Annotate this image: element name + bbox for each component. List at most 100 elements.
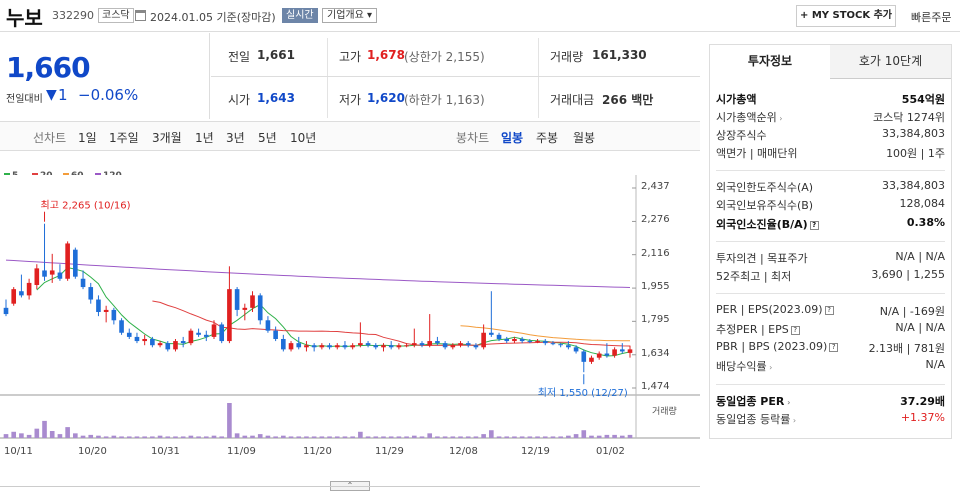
volume-bar [227, 403, 232, 438]
y-tick-label: 1,955 [641, 281, 670, 293]
add-my-stock-button[interactable]: + MY STOCK 추가 [796, 5, 896, 27]
y-tick-label: 2,116 [641, 247, 670, 259]
candle-body [227, 289, 232, 342]
y-tick-label: 1,474 [641, 381, 670, 392]
candle-chart-label[interactable]: 봉차트 [456, 131, 490, 145]
volume-bar [57, 434, 63, 438]
open-value: 1,643 [257, 91, 295, 105]
candle-body [458, 343, 463, 346]
price-chart[interactable]: 최고 2,265 (10/16) 최저 1,550 (12/27) [0, 175, 700, 470]
volume-bar [365, 436, 371, 438]
volume-bar [281, 435, 286, 438]
range-1y[interactable]: 1년 [195, 131, 214, 145]
volume-bar [512, 436, 517, 438]
help-icon[interactable]: ? [790, 325, 800, 335]
low-value: 1,620 [367, 91, 405, 105]
volume-bar [11, 431, 17, 438]
down-arrow-icon: ▼ [46, 87, 57, 103]
info-row-value: 33,384,803 [882, 127, 945, 140]
candle-body [319, 345, 325, 348]
caret-icon: › [766, 363, 773, 372]
candle-body [327, 345, 332, 348]
y-tick-label: 2,437 [641, 181, 670, 192]
volume-bar [334, 436, 340, 438]
range-3m[interactable]: 3개월 [152, 131, 182, 145]
x-tick-label: 12/19 [521, 446, 550, 457]
info-row-value: 코스닥 1274위 [873, 111, 945, 124]
line-chart-label[interactable]: 선차트 [33, 131, 67, 145]
candle-body [435, 341, 440, 344]
realtime-button[interactable]: 실시간 [282, 8, 318, 23]
candle-body [96, 299, 101, 312]
candle-body [19, 291, 24, 296]
amount-label: 거래대금 [550, 93, 595, 107]
candle-body [273, 330, 278, 339]
range-1d[interactable]: 1일 [78, 131, 97, 145]
volume-bar [504, 436, 510, 438]
volume-bar [373, 436, 379, 438]
period-weekly[interactable]: 주봉 [536, 131, 559, 145]
candle-body [296, 343, 302, 348]
chart-background [0, 175, 700, 470]
ma20-line [152, 300, 631, 347]
candle-body [334, 345, 340, 348]
info-row-value: 3,690 | 1,255 [871, 268, 945, 281]
candle-body [350, 345, 355, 348]
help-icon[interactable]: ? [824, 305, 834, 315]
help-icon[interactable]: ? [809, 220, 819, 230]
candle-body [234, 289, 240, 310]
volume-bar [304, 436, 309, 438]
volume-bar [211, 435, 217, 438]
info-row-value: 0.38% [906, 216, 945, 229]
volume-bar [550, 436, 556, 438]
volume-bar [573, 434, 579, 438]
candle-body [573, 347, 579, 352]
x-tick-label: 12/08 [449, 446, 478, 457]
low-annotation: 최저 1,550 (12/27) [538, 387, 628, 399]
volume-bar [188, 435, 194, 438]
volume-bar [619, 435, 625, 438]
volume-bar [450, 436, 456, 438]
candle-body [157, 343, 163, 346]
info-row: 상장주식수 33,384,803 [716, 127, 945, 145]
candle-body [512, 338, 517, 342]
volume-bar [96, 435, 101, 438]
tab-orderbook[interactable]: 호가 10단계 [830, 45, 951, 79]
candle-body [288, 343, 294, 350]
info-row-label: PBR | BPS (2023.09)? [716, 340, 839, 353]
volume-bar [589, 435, 594, 438]
info-row: PER | EPS(2023.09)? N/A | -169원 [716, 303, 945, 321]
info-row-value: 33,384,803 [882, 179, 945, 192]
candle-body [150, 338, 155, 346]
volume-bar [34, 428, 40, 438]
info-row-label: 동일업종 PER › [716, 395, 791, 408]
help-icon[interactable]: ? [829, 342, 839, 352]
candle-body [250, 295, 255, 308]
x-tick-label: 10/11 [4, 446, 33, 457]
candle-body [142, 338, 147, 342]
ma5-line [36, 266, 631, 357]
period-monthly[interactable]: 월봉 [573, 131, 596, 145]
high-label: 고가 [339, 50, 362, 64]
range-1w[interactable]: 1주일 [109, 131, 139, 145]
tab-investment-info[interactable]: 투자정보 [710, 45, 831, 79]
open-label: 시가 [228, 93, 251, 107]
range-3y[interactable]: 3년 [226, 131, 245, 145]
volume-bar [88, 434, 94, 438]
price-box: 1,660 전일대비 ▼ 1 −0.06% [0, 33, 210, 119]
low-label: 저가 [339, 93, 362, 107]
corp-overview-dropdown[interactable]: 기업개요 ▾ [322, 8, 377, 23]
period-daily[interactable]: 일봉 [501, 131, 524, 145]
candle-body [111, 309, 117, 321]
candle-body [342, 345, 348, 348]
candle-body [504, 338, 510, 342]
candle-body [566, 345, 571, 348]
info-row: 추정PER | EPS? N/A | N/A [716, 321, 945, 339]
info-row-label: 외국인소진율(B/A)? [716, 216, 819, 232]
quick-order-link[interactable]: 빠른주문 [911, 11, 952, 24]
candle-body [49, 270, 55, 275]
volume-bar [419, 436, 425, 438]
range-10y[interactable]: 10년 [290, 131, 317, 145]
range-5y[interactable]: 5년 [258, 131, 277, 145]
x-tick-label: 01/02 [596, 446, 625, 457]
